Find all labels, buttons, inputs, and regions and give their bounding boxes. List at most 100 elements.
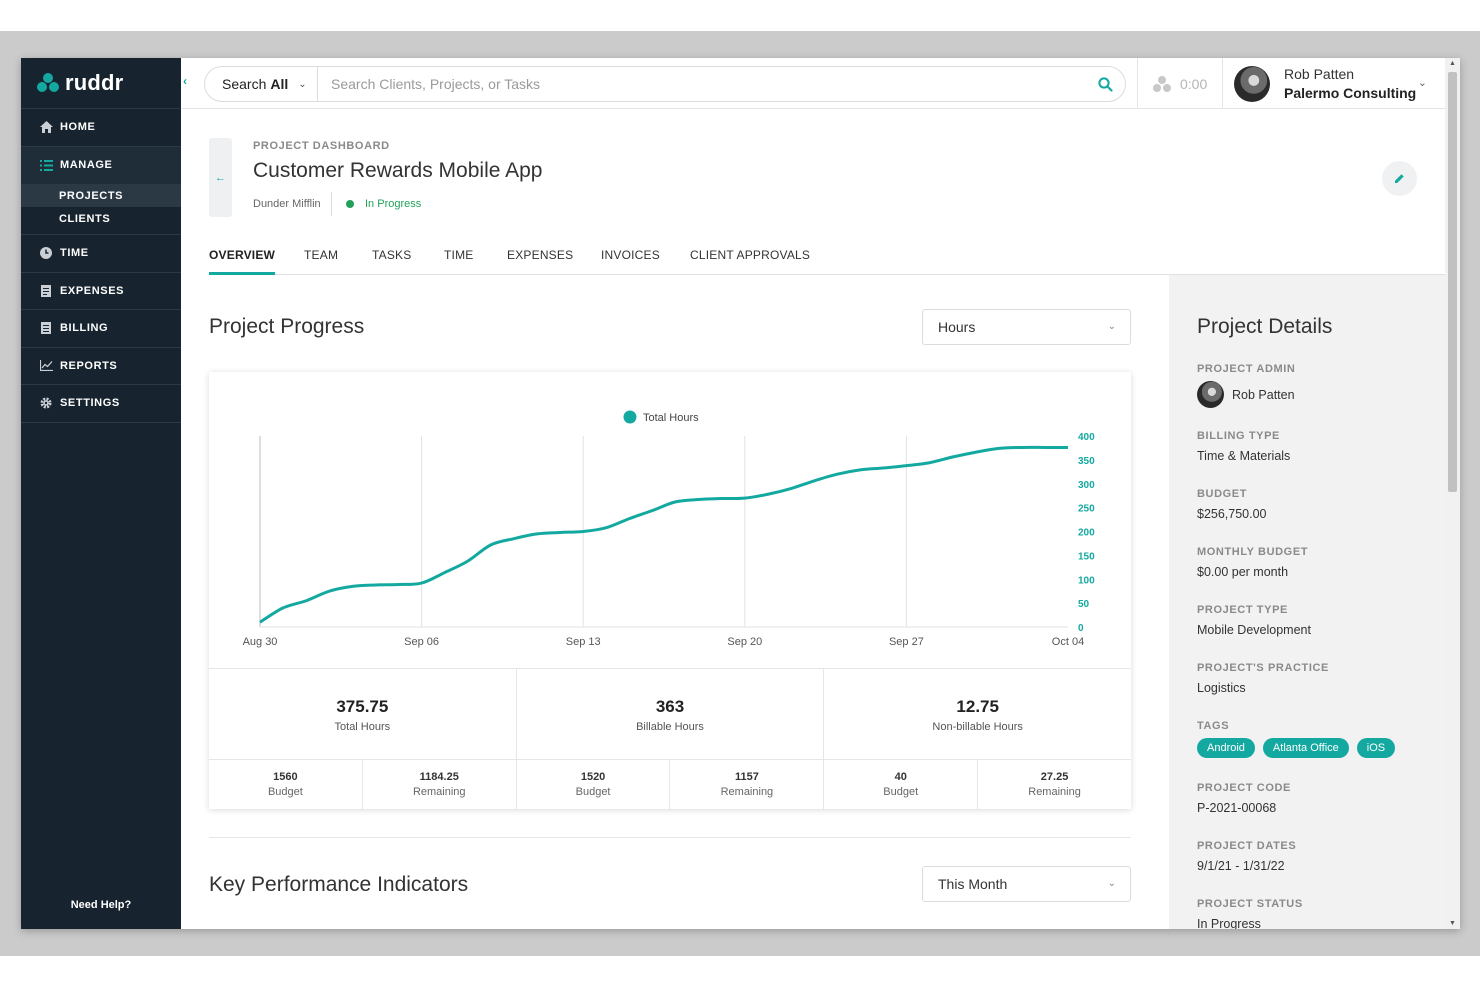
detail-label: MONTHLY BUDGET xyxy=(1197,546,1309,558)
substat-value: 40 xyxy=(894,771,907,783)
tab-team[interactable]: TEAM xyxy=(304,248,339,262)
arrow-left-icon: ← xyxy=(215,171,226,184)
detail-label: BILLING TYPE xyxy=(1197,430,1280,442)
tag-badge[interactable]: iOS xyxy=(1356,738,1396,758)
substat-total-remaining: 1184.25 Remaining xyxy=(363,760,517,809)
status-dot-icon xyxy=(346,200,354,208)
progress-line-chart: Total Hours Aug 30 Sep 06 Sep 13 Sep 20 Sep 2… xyxy=(243,410,1095,648)
detail-label: PROJECT DATES xyxy=(1197,840,1297,852)
timer-icon xyxy=(1153,75,1171,92)
legend-label: Total Hours xyxy=(643,412,699,424)
sidebar-item-settings[interactable]: SETTINGS xyxy=(21,385,181,423)
x-tick-label: Sep 06 xyxy=(404,636,439,648)
tag-badge[interactable]: Atlanta Office xyxy=(1262,738,1349,758)
x-tick-label: Aug 30 xyxy=(243,636,278,648)
substat-value: 27.25 xyxy=(1040,771,1069,783)
detail-value: Rob Patten xyxy=(1232,387,1295,402)
y-tick-label: 0 xyxy=(1078,623,1084,634)
detail-label: TAGS xyxy=(1197,720,1230,732)
stat-value: 363 xyxy=(655,697,685,716)
chevron-down-icon: ⌄ xyxy=(1107,878,1116,889)
page-scrollbar[interactable]: ▲ ▼ xyxy=(1445,58,1460,929)
avatar xyxy=(1234,65,1270,102)
user-menu[interactable]: Rob Patten Palermo Consulting ⌄ xyxy=(1222,58,1445,109)
pencil-icon xyxy=(1395,174,1404,183)
need-help-link[interactable]: Need Help? xyxy=(70,899,132,911)
x-tick-label: Sep 27 xyxy=(889,636,924,648)
sidebar-item-expenses[interactable]: EXPENSES xyxy=(21,273,181,310)
tab-expenses[interactable]: EXPENSES xyxy=(507,248,574,262)
detail-value: P-2021-00068 xyxy=(1197,801,1277,815)
substat-label: Remaining xyxy=(1028,786,1081,798)
progress-chart-card: Total Hours Aug 30 Sep 06 Sep 13 Sep 20 Sep 2… xyxy=(209,372,1131,809)
back-button[interactable]: ← xyxy=(209,138,232,217)
project-details-panel: Project Details PROJECT ADMIN Rob Patten… xyxy=(1169,275,1445,929)
sidebar-item-time[interactable]: TIME xyxy=(21,235,181,273)
stat-total-hours: 375.75 Total Hours xyxy=(209,669,517,759)
scroll-down-icon[interactable]: ▼ xyxy=(1449,920,1456,927)
detail-label: PROJECT STATUS xyxy=(1197,898,1303,910)
detail-value: Logistics xyxy=(1197,681,1246,695)
kpi-period-select[interactable]: This Month ⌄ xyxy=(922,866,1131,902)
tag-badge[interactable]: Android xyxy=(1197,738,1255,758)
detail-value: $0.00 per month xyxy=(1197,565,1289,579)
sidebar-item-home[interactable]: HOME xyxy=(21,109,181,147)
legend-marker xyxy=(623,410,637,424)
scroll-thumb[interactable] xyxy=(1448,72,1457,492)
tab-overview[interactable]: OVERVIEW xyxy=(209,248,276,275)
edit-project-button[interactable] xyxy=(1382,161,1417,196)
stat-label: Non-billable Hours xyxy=(932,721,1023,733)
stats-row: 375.75 Total Hours 363 Billable Hours 12… xyxy=(209,668,1131,759)
home-icon xyxy=(39,120,53,134)
collapse-sidebar-icon[interactable]: ‹ xyxy=(183,74,187,88)
sidebar-item-reports[interactable]: REPORTS xyxy=(21,348,181,385)
timer-widget[interactable]: 0:00 xyxy=(1137,58,1222,109)
budget-row: 1560 Budget 1184.25 Remaining 1520 Budge… xyxy=(209,759,1131,809)
tab-invoices[interactable]: INVOICES xyxy=(601,248,660,262)
search-scope-dropdown[interactable]: Search All ⌄ xyxy=(205,67,318,101)
stat-label: Total Hours xyxy=(334,721,391,733)
tab-bar: OVERVIEW TEAM TASKS TIME EXPENSES INVOIC… xyxy=(209,248,1445,275)
substat-value: 1560 xyxy=(273,771,298,783)
client-link[interactable]: Dunder Mifflin xyxy=(253,198,321,210)
search-input[interactable] xyxy=(318,68,1085,100)
header-divider xyxy=(331,192,332,216)
scroll-up-icon[interactable]: ▲ xyxy=(1449,60,1456,67)
detail-label: PROJECT CODE xyxy=(1197,782,1291,794)
chevron-down-icon: ⌄ xyxy=(1417,77,1427,89)
section-divider xyxy=(209,837,1131,838)
page-title: Customer Rewards Mobile App xyxy=(253,159,543,182)
invoice-icon xyxy=(39,321,53,335)
progress-metric-select[interactable]: Hours ⌄ xyxy=(922,309,1131,345)
sidebar-item-manage[interactable]: MANAGE xyxy=(21,146,181,184)
substat-value: 1520 xyxy=(580,771,606,783)
gear-icon xyxy=(39,396,53,410)
y-tick-label: 100 xyxy=(1078,575,1095,586)
search-icon[interactable] xyxy=(1085,76,1125,92)
detail-value: In Progress xyxy=(1197,917,1261,929)
sidebar-item-billing[interactable]: BILLING xyxy=(21,310,181,348)
tab-time[interactable]: TIME xyxy=(444,248,474,262)
chevron-down-icon: ⌄ xyxy=(298,78,307,90)
project-admin[interactable]: Rob Patten xyxy=(1197,381,1445,408)
tab-tasks[interactable]: TASKS xyxy=(372,248,412,262)
stat-label: Billable Hours xyxy=(636,721,704,733)
select-value: Hours xyxy=(938,319,976,335)
y-tick-label: 200 xyxy=(1078,528,1095,539)
app-window: ruddr HOME MANAGE PROJECTS CLIENTS TIME xyxy=(21,58,1460,929)
logo[interactable]: ruddr xyxy=(21,58,181,109)
project-progress-title: Project Progress xyxy=(209,315,365,338)
stat-billable-hours: 363 Billable Hours xyxy=(517,669,825,759)
sidebar-item-clients[interactable]: CLIENTS xyxy=(59,212,111,225)
logo-text: ruddr xyxy=(65,70,124,95)
timer-value: 0:00 xyxy=(1180,75,1208,92)
tag-list: Android Atlanta Office iOS xyxy=(1197,738,1445,758)
status-badge: In Progress xyxy=(346,198,421,210)
sidebar-item-projects[interactable]: PROJECTS xyxy=(21,184,181,207)
y-tick-label: 150 xyxy=(1078,551,1095,562)
tab-client-approvals[interactable]: CLIENT APPROVALS xyxy=(690,248,811,262)
clock-icon xyxy=(39,246,53,260)
x-tick-label: Oct 04 xyxy=(1052,636,1084,648)
sidebar-item-label: HOME xyxy=(60,121,96,134)
x-tick-label: Sep 13 xyxy=(566,636,601,648)
